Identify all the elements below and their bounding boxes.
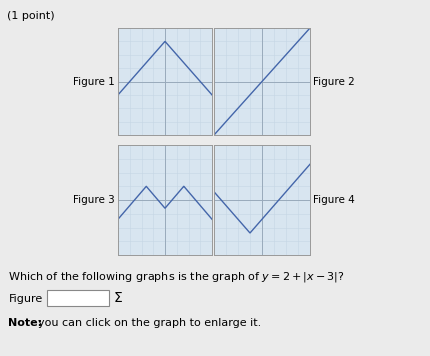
Text: you can click on the graph to enlarge it.: you can click on the graph to enlarge it… bbox=[38, 318, 261, 328]
FancyBboxPatch shape bbox=[47, 290, 109, 306]
Text: Σ: Σ bbox=[114, 291, 122, 305]
Text: Figure 1: Figure 1 bbox=[73, 77, 115, 87]
Text: (1 point): (1 point) bbox=[7, 11, 55, 21]
Text: Figure: Figure bbox=[9, 294, 43, 304]
Text: Which of the following graphs is the graph of $y = 2 + |x - 3|$?: Which of the following graphs is the gra… bbox=[8, 270, 344, 284]
Text: Figure 4: Figure 4 bbox=[312, 195, 354, 205]
Text: Figure 3: Figure 3 bbox=[73, 195, 115, 205]
Text: Note:: Note: bbox=[8, 318, 42, 328]
Text: Figure 2: Figure 2 bbox=[312, 77, 354, 87]
